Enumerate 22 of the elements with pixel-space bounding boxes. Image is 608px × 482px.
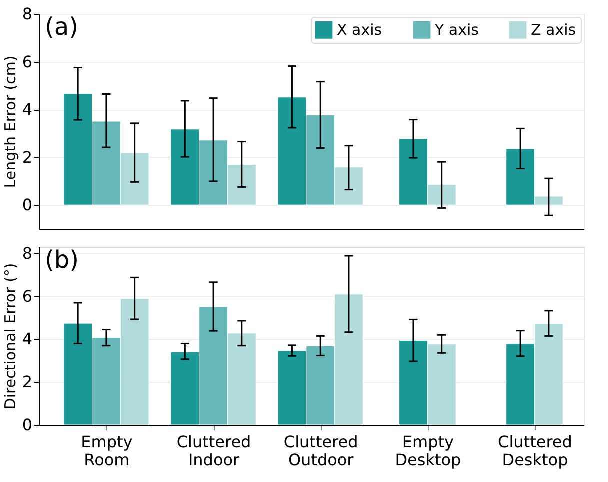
y-tick-label: 6 bbox=[22, 286, 32, 306]
y-tick-label: 6 bbox=[22, 52, 32, 72]
legend-label: Z axis bbox=[531, 21, 576, 40]
x-tick-label: Cluttered Indoor bbox=[176, 432, 252, 470]
legend-label: X axis bbox=[337, 21, 382, 40]
y-tick-label: 8 bbox=[22, 244, 32, 263]
annotation: (a) bbox=[45, 13, 78, 41]
y-axis-title: Length Error (cm) bbox=[1, 56, 20, 188]
y-axis-title: Directional Error (°) bbox=[1, 263, 20, 410]
y-tick-label: 0 bbox=[22, 416, 32, 434]
y-tick-label: 2 bbox=[22, 148, 32, 167]
annotation: (b) bbox=[45, 246, 79, 274]
x-tick-label: Empty Room bbox=[81, 432, 133, 470]
y-tick-label: 4 bbox=[22, 100, 32, 120]
x-tick-label: Cluttered Desktop bbox=[498, 432, 572, 470]
x-tick-label: Empty Desktop bbox=[395, 432, 462, 470]
y-tick-label: 2 bbox=[22, 372, 32, 392]
y-tick-label: 4 bbox=[22, 330, 32, 349]
y-tick-label: 0 bbox=[22, 196, 32, 215]
legend-label: Y axis bbox=[434, 21, 480, 40]
y-tick-label: 8 bbox=[22, 4, 32, 24]
x-tick-label: Cluttered Outdoor bbox=[284, 432, 358, 470]
